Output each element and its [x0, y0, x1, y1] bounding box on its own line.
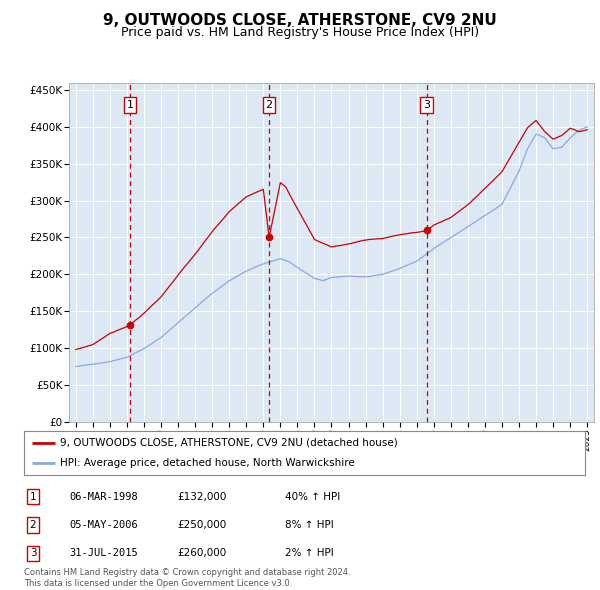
Text: 1: 1: [127, 100, 134, 110]
Text: 2: 2: [29, 520, 37, 530]
Text: HPI: Average price, detached house, North Warwickshire: HPI: Average price, detached house, Nort…: [61, 458, 355, 468]
Text: Price paid vs. HM Land Registry's House Price Index (HPI): Price paid vs. HM Land Registry's House …: [121, 26, 479, 39]
Text: Contains HM Land Registry data © Crown copyright and database right 2024.
This d: Contains HM Land Registry data © Crown c…: [24, 568, 350, 588]
Text: £132,000: £132,000: [177, 492, 226, 502]
Text: 9, OUTWOODS CLOSE, ATHERSTONE, CV9 2NU (detached house): 9, OUTWOODS CLOSE, ATHERSTONE, CV9 2NU (…: [61, 438, 398, 448]
Text: 06-MAR-1998: 06-MAR-1998: [69, 492, 138, 502]
Text: £260,000: £260,000: [177, 549, 226, 558]
Text: 3: 3: [29, 549, 37, 558]
Text: 1: 1: [29, 492, 37, 502]
Text: £250,000: £250,000: [177, 520, 226, 530]
Text: 31-JUL-2015: 31-JUL-2015: [69, 549, 138, 558]
Text: 9, OUTWOODS CLOSE, ATHERSTONE, CV9 2NU: 9, OUTWOODS CLOSE, ATHERSTONE, CV9 2NU: [103, 13, 497, 28]
Text: 3: 3: [423, 100, 430, 110]
Text: 8% ↑ HPI: 8% ↑ HPI: [285, 520, 334, 530]
Text: 2: 2: [266, 100, 272, 110]
Text: 05-MAY-2006: 05-MAY-2006: [69, 520, 138, 530]
Text: 40% ↑ HPI: 40% ↑ HPI: [285, 492, 340, 502]
Text: 2% ↑ HPI: 2% ↑ HPI: [285, 549, 334, 558]
